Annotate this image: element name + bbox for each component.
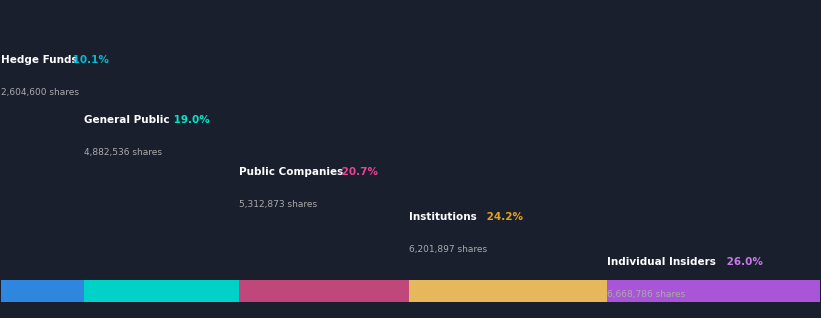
Text: 19.0%: 19.0%: [170, 115, 209, 126]
Text: 2,604,600 shares: 2,604,600 shares: [2, 88, 80, 97]
Bar: [2, 280, 84, 301]
Text: 6,668,786 shares: 6,668,786 shares: [607, 290, 685, 299]
Text: General Public: General Public: [84, 115, 170, 126]
Text: 4,882,536 shares: 4,882,536 shares: [84, 149, 162, 157]
Text: 24.2%: 24.2%: [483, 211, 522, 222]
Text: 26.0%: 26.0%: [723, 257, 764, 266]
Bar: [240, 280, 409, 301]
Text: 5,312,873 shares: 5,312,873 shares: [240, 199, 318, 209]
Text: Hedge Funds: Hedge Funds: [2, 55, 78, 66]
Text: 20.7%: 20.7%: [337, 167, 378, 176]
Text: 6,201,897 shares: 6,201,897 shares: [409, 245, 487, 253]
Text: Public Companies: Public Companies: [240, 167, 344, 176]
Text: 10.1%: 10.1%: [69, 55, 108, 66]
Bar: [409, 280, 607, 301]
Text: Individual Insiders: Individual Insiders: [607, 257, 716, 266]
Bar: [607, 280, 819, 301]
Bar: [84, 280, 240, 301]
Text: Institutions: Institutions: [409, 211, 477, 222]
